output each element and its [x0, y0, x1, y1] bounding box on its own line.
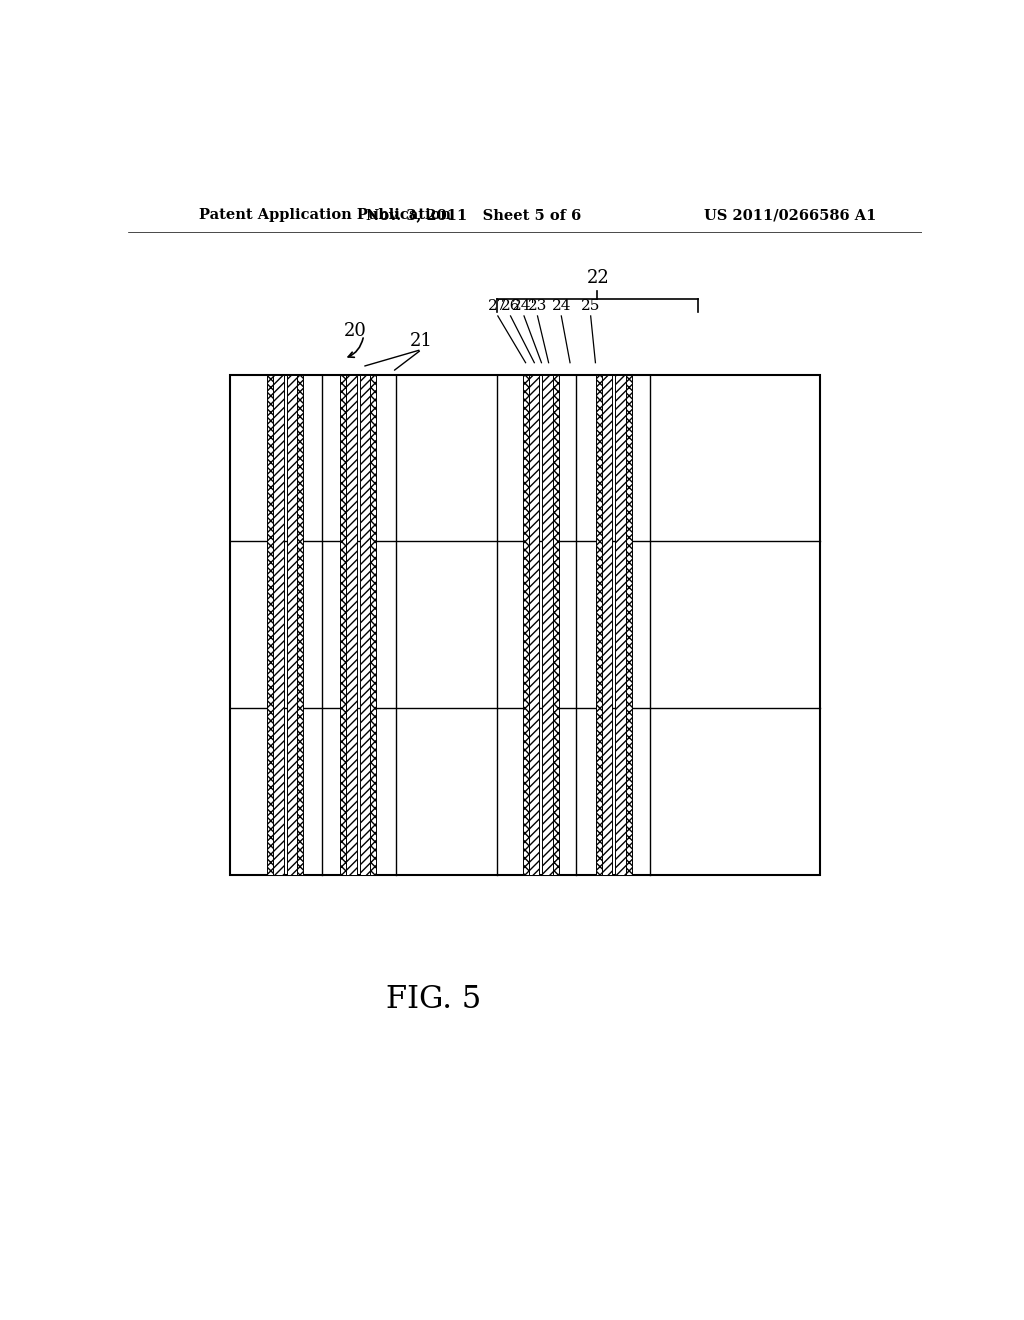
Bar: [602, 375, 612, 875]
Bar: [528, 375, 539, 875]
Text: 23: 23: [527, 298, 547, 313]
Bar: [267, 375, 273, 875]
Text: 25: 25: [581, 298, 600, 313]
Text: Nov. 3, 2011   Sheet 5 of 6: Nov. 3, 2011 Sheet 5 of 6: [366, 209, 581, 222]
Bar: [626, 375, 632, 875]
Bar: [359, 375, 370, 875]
Text: 22: 22: [587, 269, 609, 288]
Text: Patent Application Publication: Patent Application Publication: [200, 209, 452, 222]
Bar: [596, 375, 602, 875]
Bar: [615, 375, 626, 875]
Text: 24': 24': [512, 298, 536, 313]
Text: US 2011/0266586 A1: US 2011/0266586 A1: [705, 209, 877, 222]
Bar: [273, 375, 284, 875]
Bar: [346, 375, 356, 875]
Text: 26: 26: [501, 298, 520, 313]
Text: 21: 21: [411, 333, 433, 350]
Bar: [340, 375, 346, 875]
Bar: [543, 375, 553, 875]
Bar: [229, 375, 820, 875]
Text: FIG. 5: FIG. 5: [386, 985, 481, 1015]
Bar: [370, 375, 376, 875]
Text: 20: 20: [344, 322, 367, 341]
Bar: [287, 375, 297, 875]
Text: 24: 24: [552, 298, 571, 313]
Text: 27: 27: [488, 298, 508, 313]
Bar: [553, 375, 558, 875]
Bar: [297, 375, 303, 875]
Bar: [523, 375, 528, 875]
